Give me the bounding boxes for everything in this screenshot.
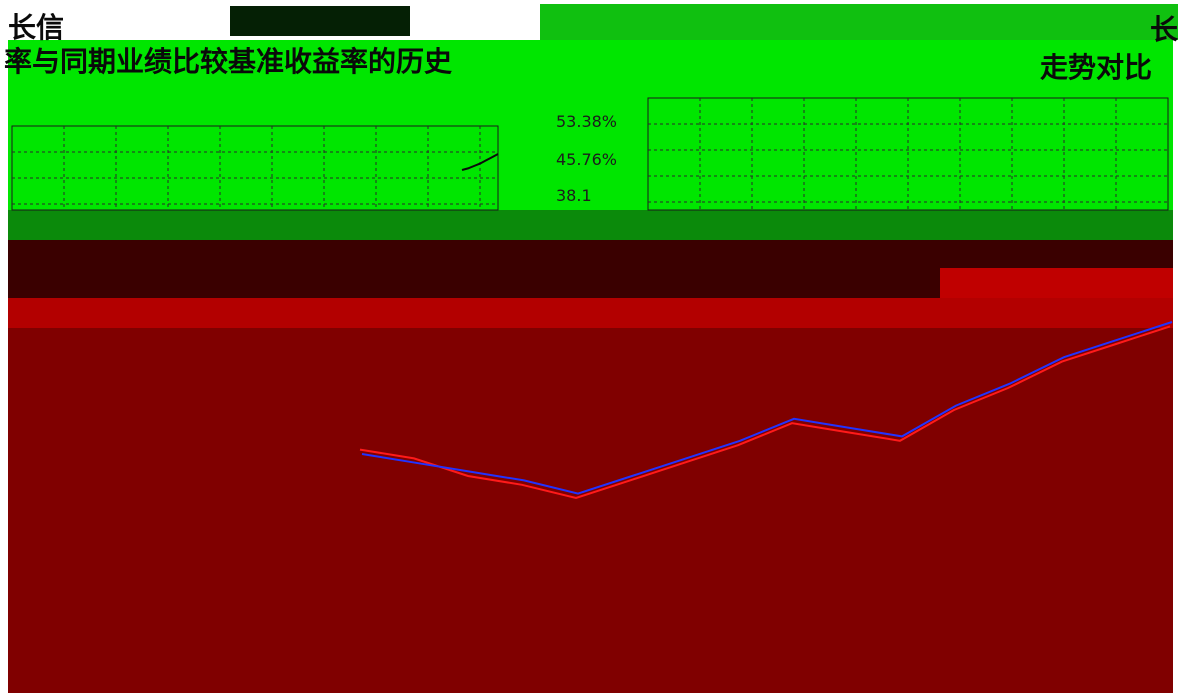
chart-title-left: 率与同期业绩比较基准收益率的历史	[4, 45, 453, 78]
background-dark-green-strip	[8, 208, 1173, 240]
background-red-right	[940, 268, 1173, 298]
background-red-band	[8, 298, 1173, 328]
y-tick-label: 45.76%	[556, 150, 618, 169]
chart-frame	[11, 125, 499, 211]
series-lines	[359, 321, 1173, 500]
brand-label: 长信	[8, 11, 65, 44]
right-chart-grid	[647, 97, 1169, 211]
y-tick-label: 38.1	[556, 186, 592, 205]
chart-title-fragment: 长	[1150, 13, 1178, 46]
header-strip-green-right	[540, 4, 1178, 40]
background-red	[8, 320, 1173, 693]
y-tick-label: 53.38%	[556, 112, 618, 131]
left-chart-grid	[11, 125, 499, 211]
series-line	[461, 153, 499, 171]
series-line	[361, 321, 1173, 495]
header-strip-dark	[230, 6, 410, 36]
series-line	[359, 325, 1171, 500]
chart-title-right: 走势对比	[1040, 51, 1153, 84]
